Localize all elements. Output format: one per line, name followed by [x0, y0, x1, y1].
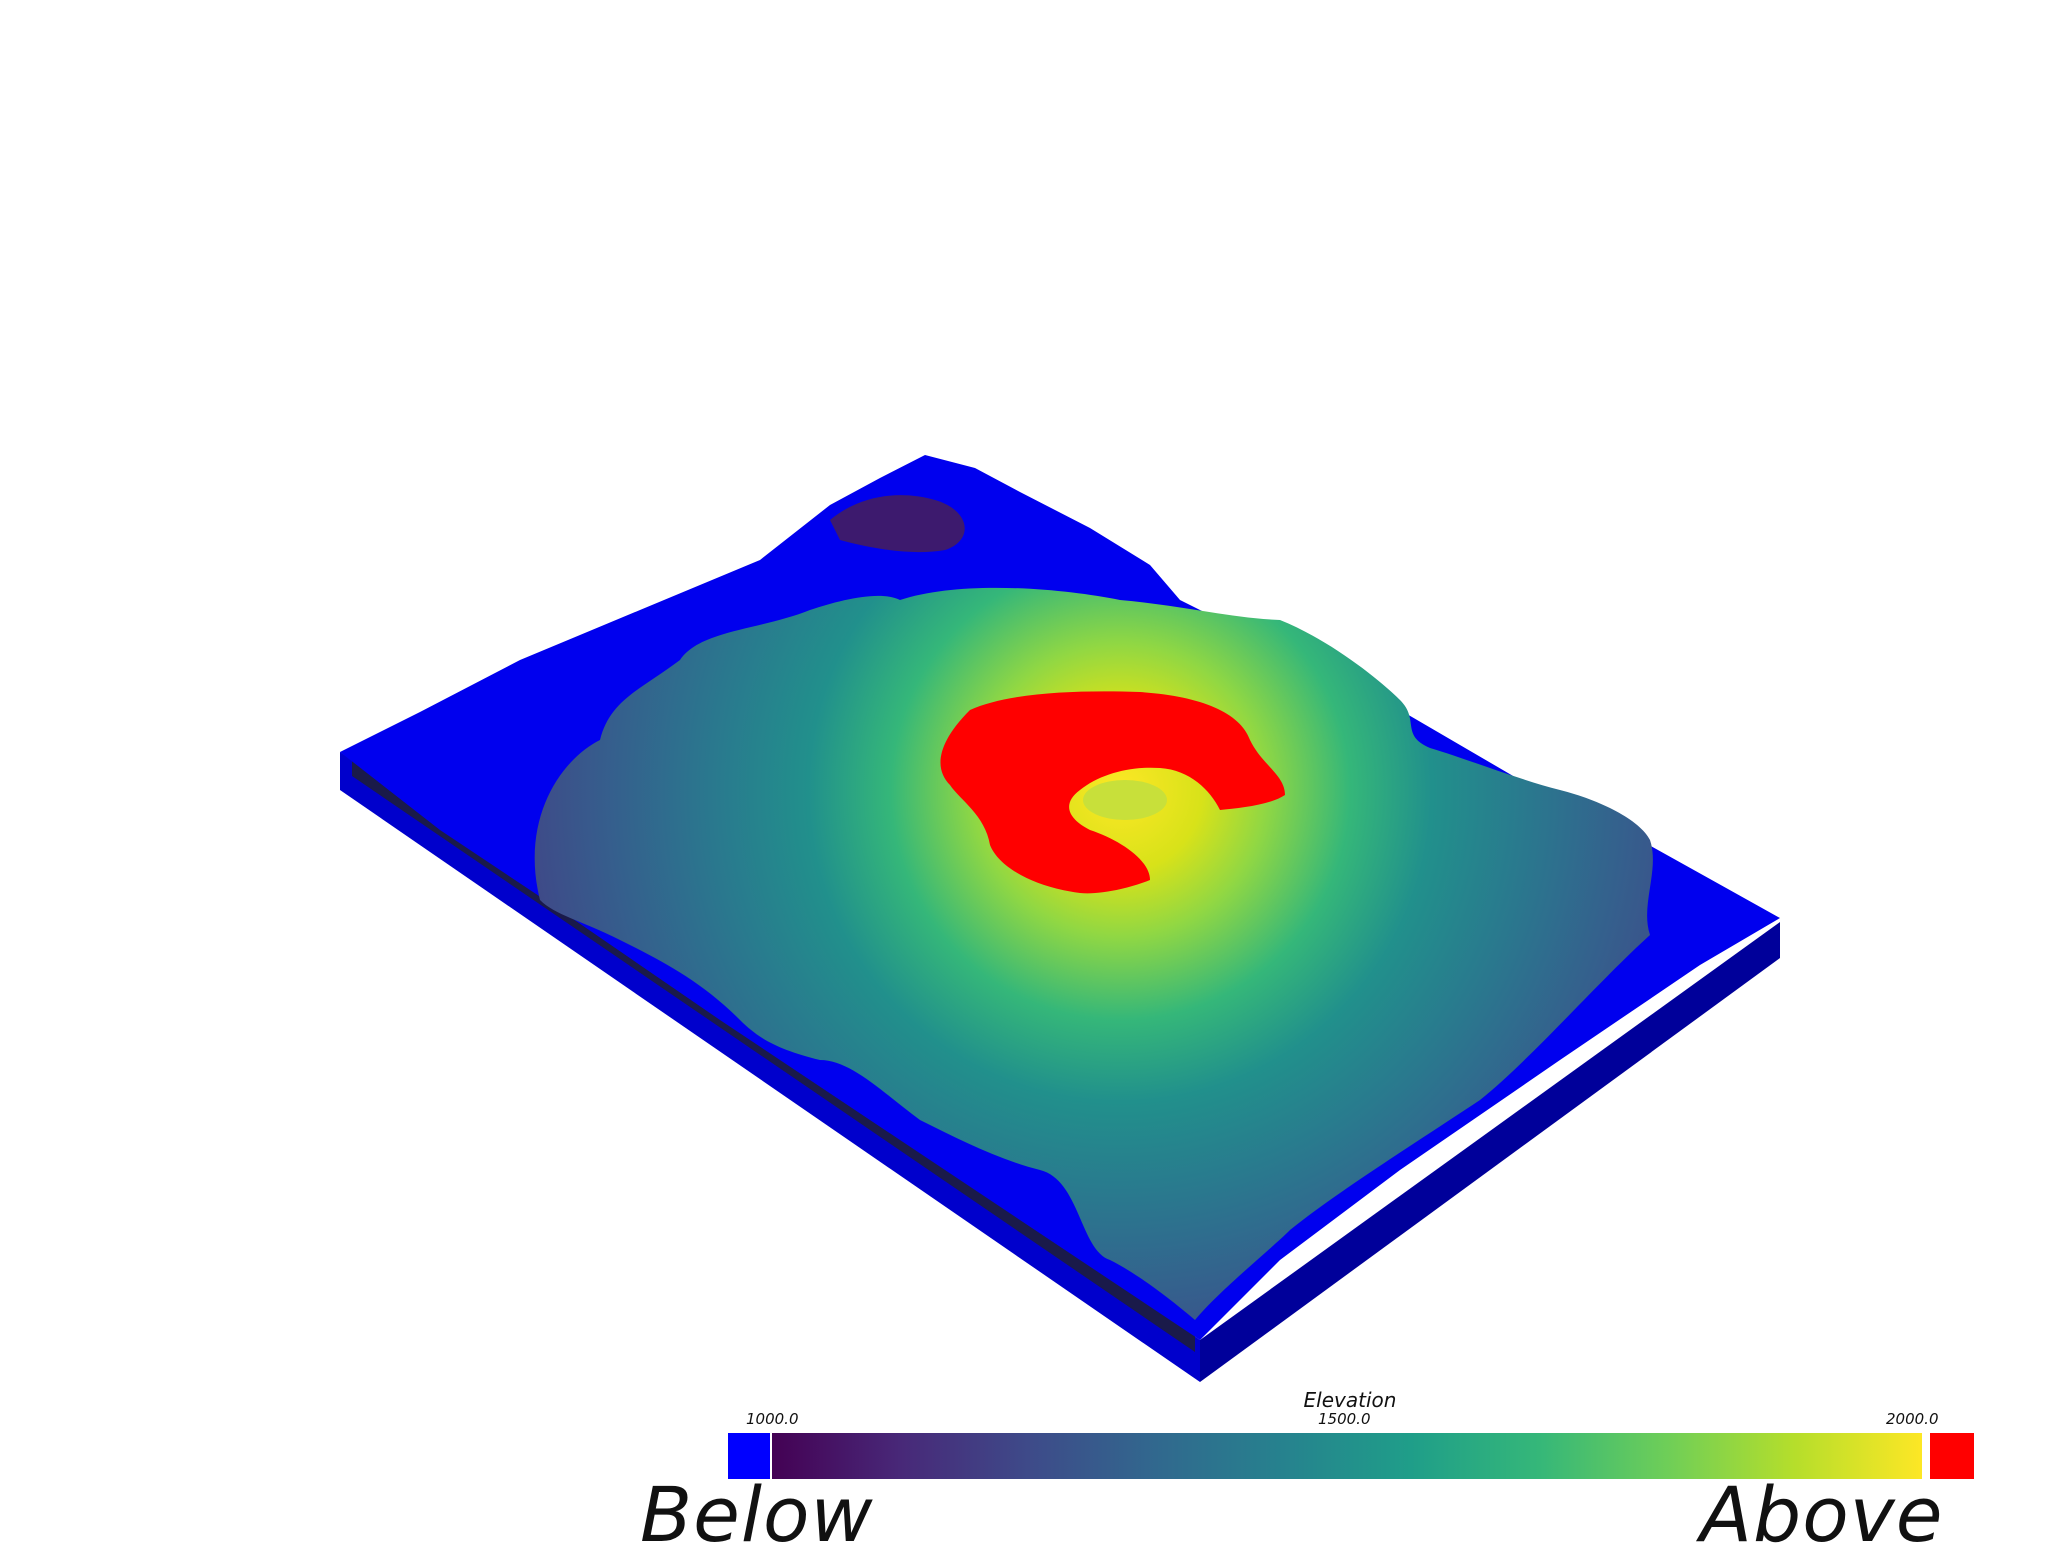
below-label: Below [640, 1470, 874, 1559]
above-label: Above [1700, 1470, 1944, 1559]
scalar-bar-mid-label: 1500.0 [1318, 1410, 1371, 1428]
scalar-bar-min-label: 1000.0 [746, 1410, 799, 1428]
terrain-above-region [940, 691, 1285, 894]
terrain-north-lobe [830, 495, 965, 553]
scalar-bar-title: Elevation [1303, 1388, 1397, 1412]
terrain-elevation-surface [534, 587, 1653, 1320]
scalar-bar-gradient [772, 1433, 1922, 1479]
above-range-swatch [1930, 1433, 1974, 1479]
caldera-floor [1083, 780, 1167, 820]
scalar-bar-max-label: 2000.0 [1886, 1410, 1939, 1428]
below-range-swatch [728, 1433, 770, 1479]
